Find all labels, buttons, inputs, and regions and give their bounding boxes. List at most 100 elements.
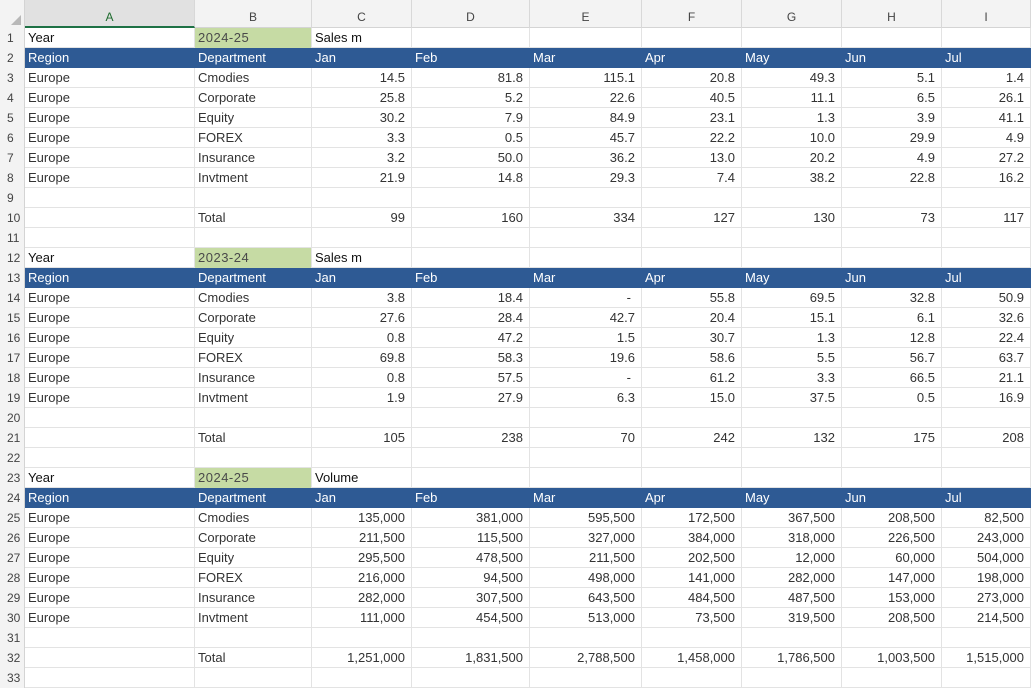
value-cell[interactable]: 214,500	[942, 608, 1031, 628]
month-header-cell[interactable]: Mar	[530, 48, 642, 68]
month-header-cell[interactable]: Jun	[842, 488, 942, 508]
region-cell[interactable]: Europe	[25, 68, 195, 88]
department-cell[interactable]: Insurance	[195, 148, 312, 168]
value-cell[interactable]: 7.9	[412, 108, 530, 128]
value-cell[interactable]: 6.5	[842, 88, 942, 108]
empty-cell[interactable]	[742, 668, 842, 688]
department-header-cell[interactable]: Department	[195, 268, 312, 288]
month-header-cell[interactable]: Feb	[412, 268, 530, 288]
empty-cell[interactable]	[942, 248, 1031, 268]
row-number[interactable]: 13	[0, 268, 25, 288]
column-header-h[interactable]: H	[842, 0, 942, 28]
total-value-cell[interactable]: 73	[842, 208, 942, 228]
row-number[interactable]: 19	[0, 388, 25, 408]
empty-cell[interactable]	[25, 628, 195, 648]
total-label-cell[interactable]: Total	[195, 208, 312, 228]
empty-cell[interactable]	[195, 668, 312, 688]
empty-cell[interactable]	[412, 28, 530, 48]
empty-cell[interactable]	[642, 448, 742, 468]
month-header-cell[interactable]: Jan	[312, 488, 412, 508]
value-cell[interactable]: 14.8	[412, 168, 530, 188]
value-cell[interactable]: 643,500	[530, 588, 642, 608]
value-cell[interactable]: 10.0	[742, 128, 842, 148]
value-cell[interactable]: 11.1	[742, 88, 842, 108]
empty-cell[interactable]	[412, 668, 530, 688]
total-value-cell[interactable]: 1,251,000	[312, 648, 412, 668]
empty-cell[interactable]	[842, 628, 942, 648]
value-cell[interactable]: 6.1	[842, 308, 942, 328]
month-header-cell[interactable]: May	[742, 48, 842, 68]
year-label-cell[interactable]: Year	[25, 28, 195, 48]
value-cell[interactable]: 29.3	[530, 168, 642, 188]
row-number[interactable]: 33	[0, 668, 25, 688]
value-cell[interactable]: 20.4	[642, 308, 742, 328]
value-cell[interactable]: 36.2	[530, 148, 642, 168]
empty-cell[interactable]	[942, 408, 1031, 428]
empty-cell[interactable]	[942, 668, 1031, 688]
value-cell[interactable]: 81.8	[412, 68, 530, 88]
empty-cell[interactable]	[642, 628, 742, 648]
column-header-b[interactable]: B	[195, 0, 312, 28]
empty-cell[interactable]	[25, 448, 195, 468]
value-cell[interactable]: 484,500	[642, 588, 742, 608]
value-cell[interactable]: 82,500	[942, 508, 1031, 528]
value-cell[interactable]: 384,000	[642, 528, 742, 548]
value-cell[interactable]: 454,500	[412, 608, 530, 628]
row-number[interactable]: 3	[0, 68, 25, 88]
row-number[interactable]: 15	[0, 308, 25, 328]
value-cell[interactable]: -	[530, 288, 642, 308]
column-header-a[interactable]: A	[25, 0, 195, 28]
empty-cell[interactable]	[942, 188, 1031, 208]
empty-cell[interactable]	[530, 628, 642, 648]
empty-cell[interactable]	[25, 428, 195, 448]
value-cell[interactable]: 282,000	[742, 568, 842, 588]
value-cell[interactable]: 3.3	[312, 128, 412, 148]
value-cell[interactable]: 4.9	[842, 148, 942, 168]
empty-cell[interactable]	[412, 188, 530, 208]
department-cell[interactable]: Insurance	[195, 368, 312, 388]
value-cell[interactable]: 15.1	[742, 308, 842, 328]
month-header-cell[interactable]: Mar	[530, 268, 642, 288]
total-value-cell[interactable]: 175	[842, 428, 942, 448]
month-header-cell[interactable]: Jul	[942, 488, 1031, 508]
value-cell[interactable]: 20.8	[642, 68, 742, 88]
value-cell[interactable]: 115,500	[412, 528, 530, 548]
empty-cell[interactable]	[312, 188, 412, 208]
value-cell[interactable]: 5.1	[842, 68, 942, 88]
value-cell[interactable]: 57.5	[412, 368, 530, 388]
value-cell[interactable]: 147,000	[842, 568, 942, 588]
department-cell[interactable]: Cmodies	[195, 508, 312, 528]
total-value-cell[interactable]: 127	[642, 208, 742, 228]
value-cell[interactable]: 22.8	[842, 168, 942, 188]
empty-cell[interactable]	[530, 248, 642, 268]
row-number[interactable]: 8	[0, 168, 25, 188]
value-cell[interactable]: 3.2	[312, 148, 412, 168]
total-value-cell[interactable]: 1,786,500	[742, 648, 842, 668]
value-cell[interactable]: 135,000	[312, 508, 412, 528]
empty-cell[interactable]	[742, 28, 842, 48]
department-cell[interactable]: Corporate	[195, 88, 312, 108]
value-cell[interactable]: 14.5	[312, 68, 412, 88]
region-header-cell[interactable]: Region	[25, 268, 195, 288]
region-cell[interactable]: Europe	[25, 128, 195, 148]
value-cell[interactable]: 41.1	[942, 108, 1031, 128]
column-header-i[interactable]: I	[942, 0, 1031, 28]
month-header-cell[interactable]: Jan	[312, 48, 412, 68]
region-cell[interactable]: Europe	[25, 568, 195, 588]
empty-cell[interactable]	[742, 628, 842, 648]
value-cell[interactable]: 18.4	[412, 288, 530, 308]
total-value-cell[interactable]: 1,458,000	[642, 648, 742, 668]
value-cell[interactable]: -	[530, 368, 642, 388]
region-cell[interactable]: Europe	[25, 168, 195, 188]
value-cell[interactable]: 38.2	[742, 168, 842, 188]
value-cell[interactable]: 56.7	[842, 348, 942, 368]
empty-cell[interactable]	[842, 248, 942, 268]
region-cell[interactable]: Europe	[25, 608, 195, 628]
empty-cell[interactable]	[742, 228, 842, 248]
month-header-cell[interactable]: Apr	[642, 48, 742, 68]
row-number[interactable]: 20	[0, 408, 25, 428]
value-cell[interactable]: 172,500	[642, 508, 742, 528]
value-cell[interactable]: 13.0	[642, 148, 742, 168]
value-cell[interactable]: 50.9	[942, 288, 1031, 308]
department-header-cell[interactable]: Department	[195, 48, 312, 68]
